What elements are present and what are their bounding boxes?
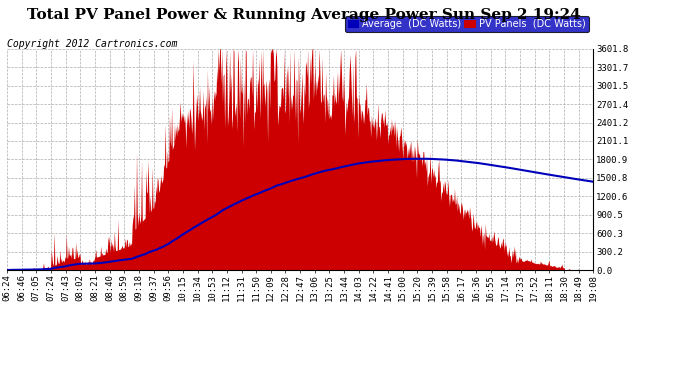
Legend: Average  (DC Watts), PV Panels  (DC Watts): Average (DC Watts), PV Panels (DC Watts) bbox=[345, 16, 589, 32]
Text: Copyright 2012 Cartronics.com: Copyright 2012 Cartronics.com bbox=[7, 39, 177, 50]
Text: Total PV Panel Power & Running Average Power Sun Sep 2 19:24: Total PV Panel Power & Running Average P… bbox=[27, 9, 580, 22]
